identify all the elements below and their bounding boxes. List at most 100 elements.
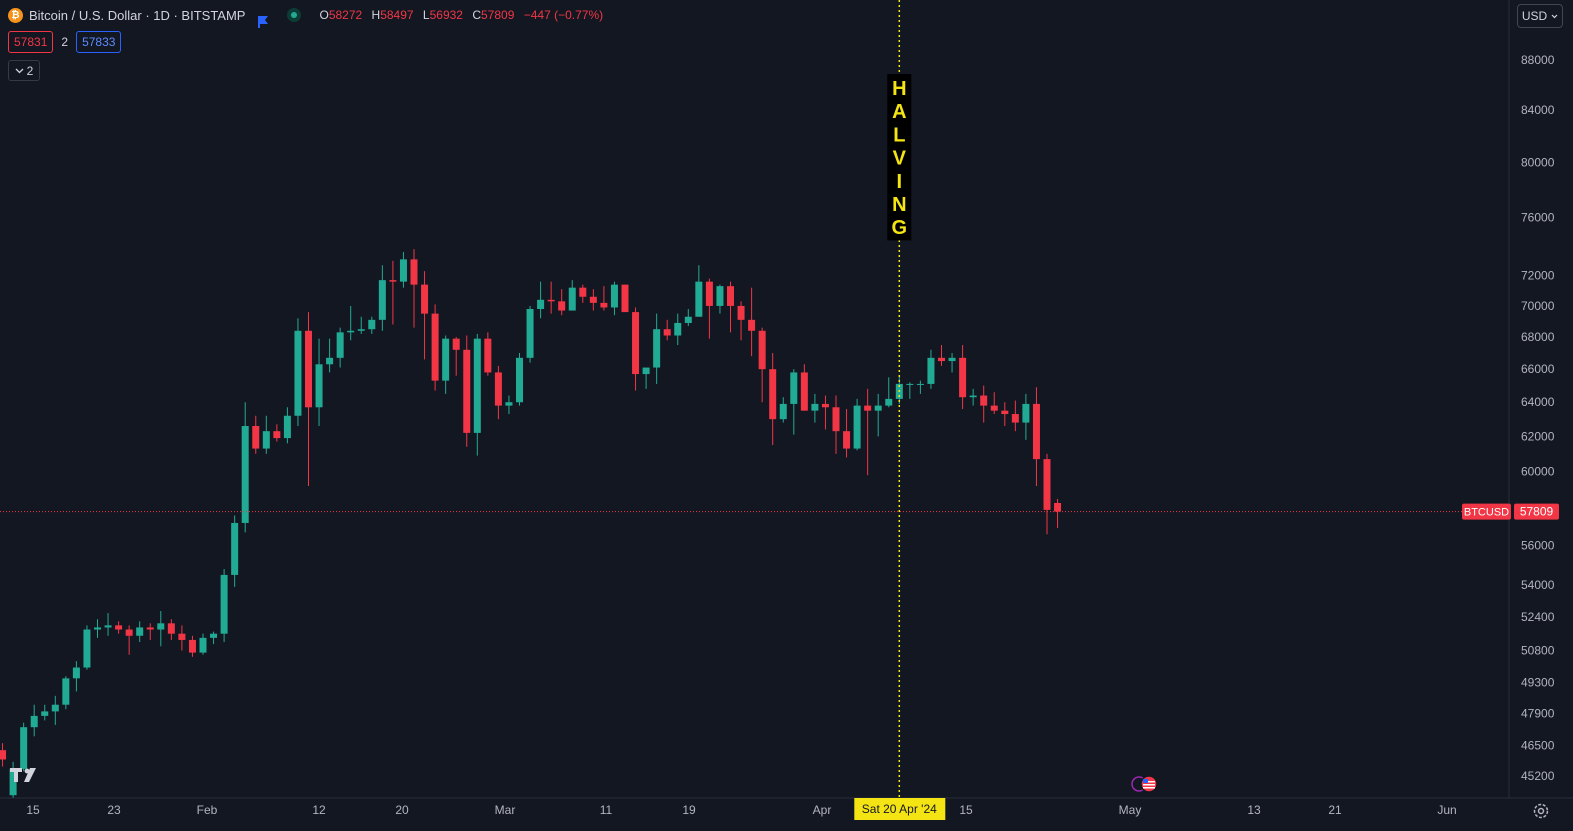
candle[interactable] — [600, 286, 608, 311]
candle[interactable] — [885, 377, 893, 408]
candle[interactable] — [51, 695, 59, 725]
buy-price-button[interactable]: 57833 — [76, 31, 122, 53]
currency-button[interactable]: USD — [1517, 4, 1563, 28]
candle[interactable] — [30, 704, 38, 737]
candle[interactable] — [231, 515, 239, 587]
candle[interactable] — [410, 249, 418, 328]
candle[interactable] — [463, 335, 471, 447]
candle[interactable] — [769, 353, 777, 446]
candle[interactable] — [800, 364, 808, 411]
candle[interactable] — [431, 304, 439, 391]
candle[interactable] — [1043, 453, 1051, 535]
candle[interactable] — [136, 621, 144, 643]
candle[interactable] — [716, 284, 724, 314]
candle[interactable] — [537, 281, 545, 319]
price-axis[interactable]: 88000 84000 80000 76000 72000 70000 68000 66000… — [1521, 53, 1555, 783]
candle[interactable] — [347, 305, 355, 341]
sell-price-button[interactable]: 57831 — [8, 31, 54, 53]
candle[interactable] — [558, 289, 566, 316]
candle[interactable] — [821, 395, 829, 430]
candle[interactable] — [72, 661, 80, 692]
candle[interactable] — [273, 424, 281, 442]
settings-icon[interactable] — [1531, 801, 1551, 821]
candle[interactable] — [990, 392, 998, 415]
candle[interactable] — [20, 722, 28, 772]
candle[interactable] — [642, 367, 650, 389]
candle[interactable] — [674, 313, 682, 346]
candle[interactable] — [790, 369, 798, 435]
candle[interactable] — [336, 327, 344, 368]
halving-annotation[interactable]: H A L V I N G Sat 20 Apr '24 — [854, 0, 946, 820]
candle[interactable] — [252, 415, 260, 454]
candle[interactable] — [653, 313, 661, 384]
candle[interactable] — [1022, 393, 1030, 440]
candle[interactable] — [916, 380, 924, 394]
candle[interactable] — [326, 338, 334, 373]
candle[interactable] — [115, 621, 123, 634]
candle[interactable] — [178, 625, 186, 651]
candle[interactable] — [684, 309, 692, 327]
candle[interactable] — [843, 408, 851, 458]
candle[interactable] — [589, 289, 597, 311]
candle[interactable] — [927, 349, 935, 389]
candle[interactable] — [442, 335, 450, 394]
candle[interactable] — [0, 743, 7, 767]
candle[interactable] — [610, 281, 618, 316]
candle[interactable] — [1001, 402, 1009, 427]
candle[interactable] — [948, 353, 956, 373]
candle[interactable] — [125, 625, 133, 655]
candle[interactable] — [484, 332, 492, 376]
candle[interactable] — [315, 338, 323, 427]
candle[interactable] — [452, 337, 460, 376]
candle[interactable] — [368, 316, 376, 334]
candle[interactable] — [779, 397, 787, 423]
candle[interactable] — [1054, 498, 1062, 529]
candle[interactable] — [41, 704, 49, 721]
candle[interactable] — [473, 333, 481, 456]
candle[interactable] — [748, 287, 756, 357]
candle[interactable] — [210, 631, 218, 645]
candle[interactable] — [568, 280, 576, 311]
candle[interactable] — [526, 305, 534, 363]
candle[interactable] — [547, 281, 555, 314]
candle[interactable] — [494, 365, 502, 420]
candle[interactable] — [305, 312, 312, 487]
candle[interactable] — [695, 265, 703, 317]
candle[interactable] — [83, 625, 91, 670]
candle[interactable] — [241, 402, 249, 533]
symbol-title[interactable]: Bitcoin / U.S. Dollar · 1D · BITSTAMP — [29, 7, 246, 23]
symbol-legend[interactable]: ₿ Bitcoin / U.S. Dollar · 1D · BITSTAMP … — [8, 6, 609, 28]
candle[interactable] — [157, 611, 165, 647]
candle[interactable] — [727, 281, 734, 333]
candle[interactable] — [220, 569, 228, 643]
candle[interactable] — [283, 407, 291, 444]
candle[interactable] — [421, 271, 429, 360]
candle[interactable] — [980, 385, 988, 423]
candle[interactable] — [505, 395, 513, 415]
candle[interactable] — [188, 635, 196, 657]
candle[interactable] — [874, 393, 882, 437]
candle[interactable] — [621, 284, 629, 313]
candle[interactable] — [811, 393, 819, 423]
candle[interactable] — [705, 278, 713, 339]
candle[interactable] — [663, 319, 671, 341]
candle[interactable] — [262, 415, 270, 454]
candle[interactable] — [632, 307, 640, 391]
candle[interactable] — [832, 395, 840, 454]
candle[interactable] — [516, 353, 523, 406]
candle[interactable] — [906, 382, 914, 399]
candle[interactable] — [199, 633, 207, 655]
tradingview-logo[interactable] — [10, 765, 44, 785]
candle[interactable] — [357, 316, 365, 334]
candle[interactable] — [737, 301, 745, 341]
candle[interactable] — [1011, 400, 1019, 432]
candle[interactable] — [853, 398, 861, 451]
candle[interactable] — [294, 318, 302, 427]
candle[interactable] — [94, 619, 101, 638]
candle[interactable] — [959, 345, 967, 409]
candle[interactable] — [399, 252, 407, 288]
candle[interactable] — [969, 388, 977, 406]
indicators-toggle-button[interactable]: 2 — [8, 60, 40, 81]
candle[interactable] — [62, 676, 70, 710]
